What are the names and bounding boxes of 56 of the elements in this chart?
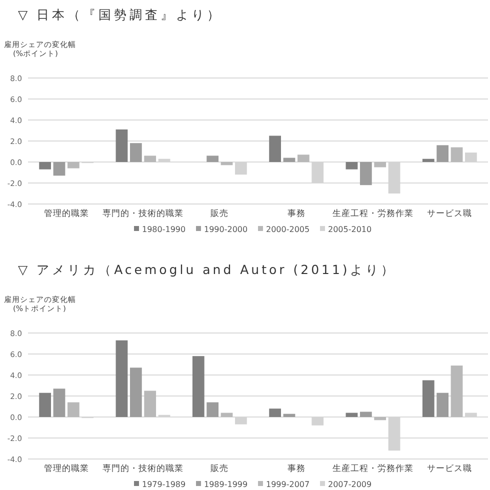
bar: [130, 368, 142, 417]
chart-title: ▽ 日本（『国勢調査』より）: [18, 7, 223, 22]
x-tick-label: 専門的・技術的職業: [102, 208, 184, 219]
bar: [436, 392, 449, 417]
legend-label: 2007-2009: [328, 480, 372, 489]
legend-label: 1990-2000: [204, 225, 248, 234]
x-tick-label: 管理的職業: [44, 208, 89, 219]
bar: [269, 136, 281, 162]
bar: [39, 162, 51, 170]
bar: [116, 129, 128, 162]
bar: [269, 408, 281, 417]
x-tick-label: 事務: [287, 463, 306, 474]
x-tick-label: 販売: [210, 463, 229, 474]
x-tick-label: サービス職: [427, 208, 472, 219]
x-tick-label: 専門的・技術的職業: [102, 463, 184, 474]
bar: [53, 388, 66, 417]
bar: [220, 412, 233, 417]
legend-label: 2000-2005: [266, 225, 310, 234]
bar: [346, 412, 358, 417]
x-tick-label: 生産工程・労務作業: [332, 208, 414, 219]
bar: [374, 162, 386, 168]
bar: [192, 356, 204, 417]
bar: [283, 414, 296, 417]
bar: [206, 402, 219, 417]
bar: [346, 162, 358, 170]
legend-label: 1979-1989: [142, 480, 186, 489]
x-tick-label: 事務: [287, 208, 306, 219]
bar: [360, 412, 372, 417]
bar: [206, 156, 219, 162]
x-tick-label: 管理的職業: [44, 463, 89, 474]
bar: [67, 402, 80, 417]
bar: [422, 158, 434, 162]
bar: [53, 162, 66, 176]
bar: [360, 162, 372, 186]
legend-label: 1980-1990: [142, 225, 186, 234]
bar: [283, 158, 296, 162]
bar: [436, 145, 449, 162]
bar: [374, 417, 386, 420]
bar: [144, 390, 156, 417]
bar: [450, 147, 463, 162]
bar: [144, 156, 156, 162]
bar: [422, 380, 434, 417]
legend-label: 2005-2010: [328, 225, 372, 234]
bar: [67, 162, 80, 168]
bar: [297, 154, 310, 162]
bar: [116, 340, 128, 417]
x-tick-label: サービス職: [427, 463, 472, 474]
chart-title: ▽ アメリカ（Acemoglu and Autor (2011)より）: [18, 262, 396, 277]
x-tick-label: 販売: [210, 208, 229, 219]
legend-label: 1999-2007: [266, 480, 310, 489]
bar: [220, 162, 233, 166]
x-tick-label: 生産工程・労務作業: [332, 463, 414, 474]
legend-label: 1989-1999: [204, 480, 248, 489]
bar: [39, 392, 51, 417]
bar: [450, 366, 463, 417]
bar: [130, 143, 142, 162]
